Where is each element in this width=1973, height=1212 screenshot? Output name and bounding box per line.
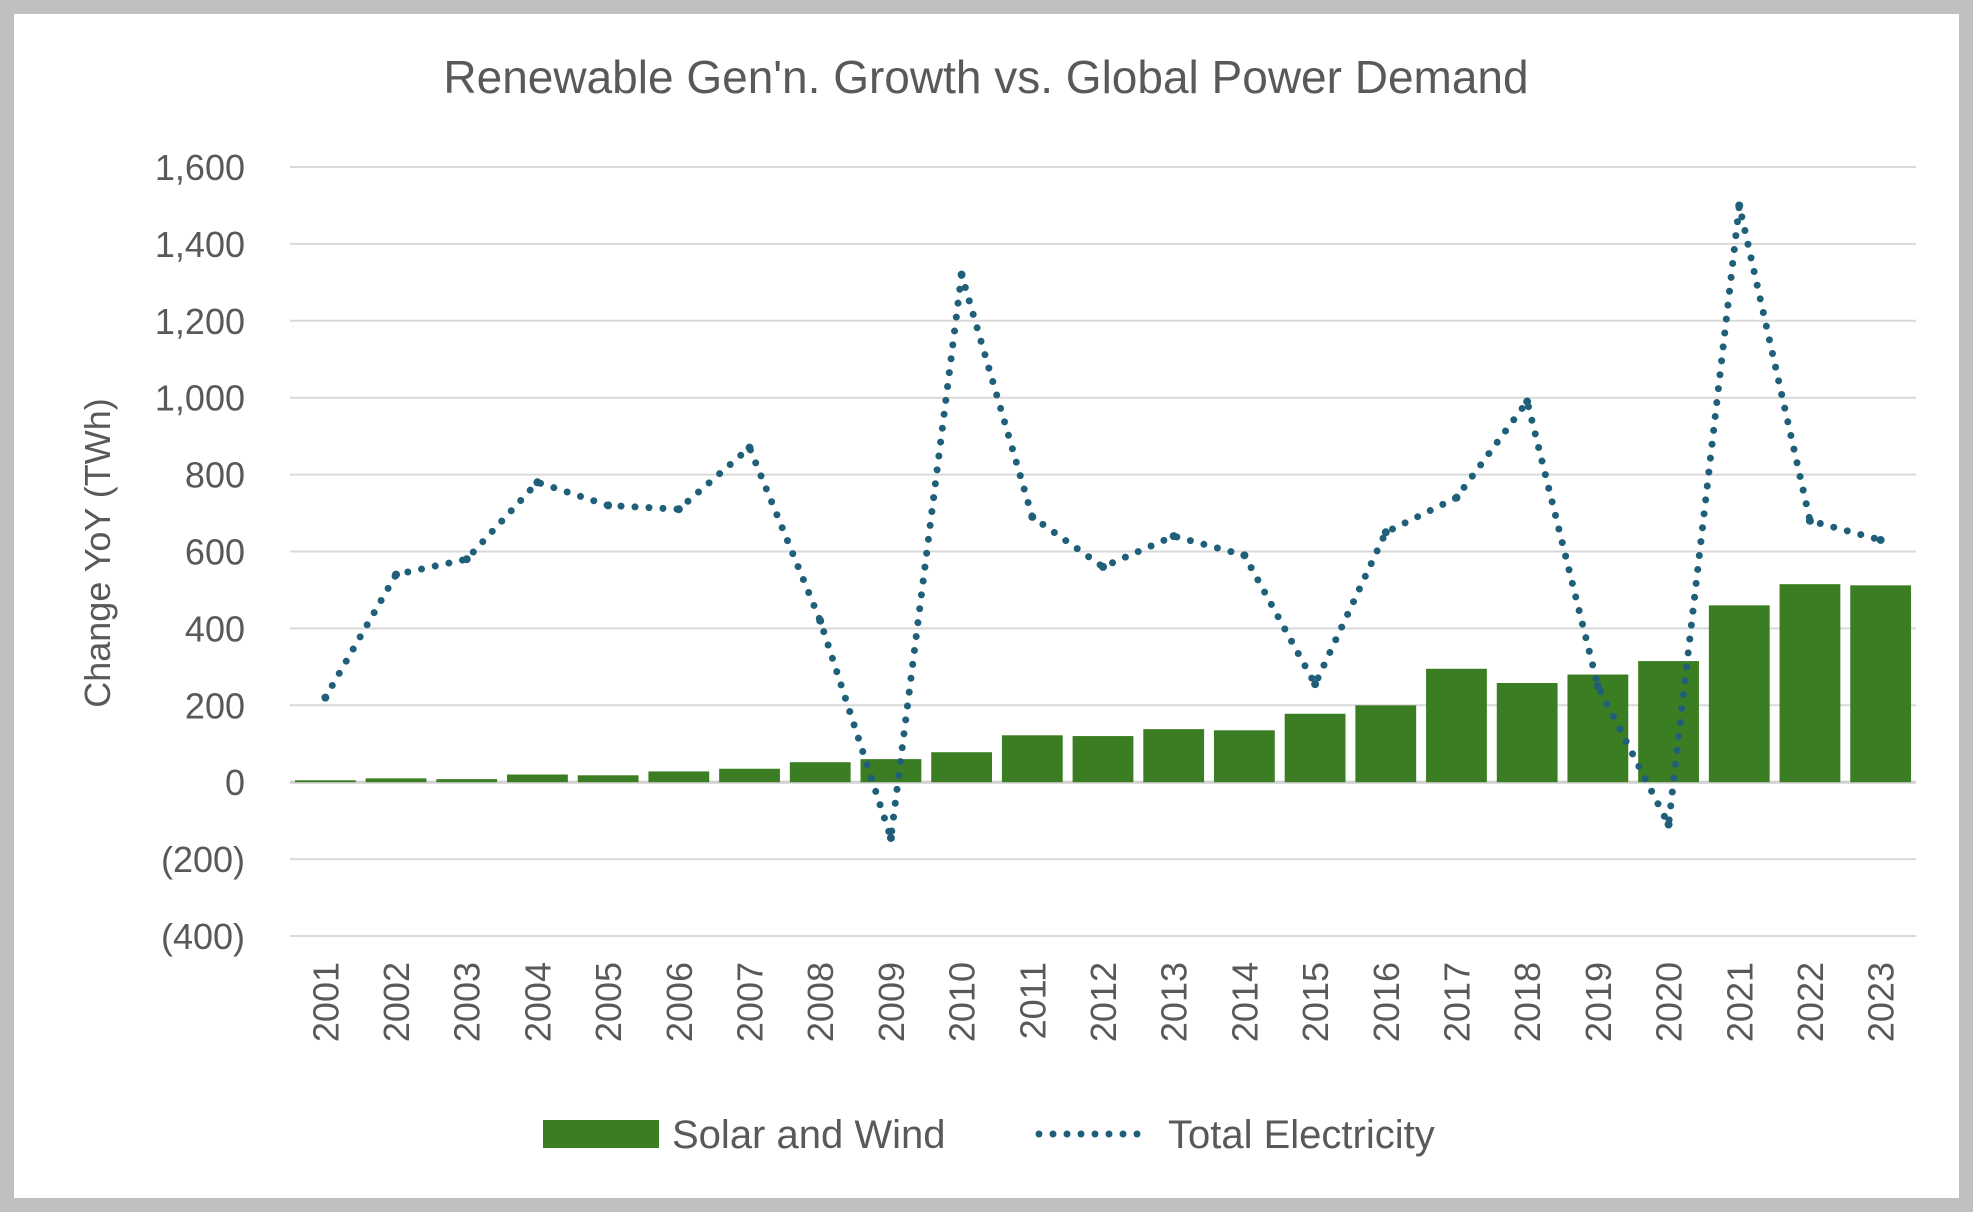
bar-2012 [1072,736,1134,783]
y-tick-label: 400 [185,608,245,649]
bar-2011 [1001,735,1063,783]
point-2006 [674,505,683,514]
x-tick-label: 2001 [305,962,346,1042]
point-2010 [957,270,966,279]
point-2001 [321,693,330,702]
point-2017 [1452,493,1461,502]
point-2019 [1593,682,1602,691]
point-2005 [604,501,613,510]
y-axis-ticks: 1,600 1,400 1,200 1,000 800 600 400 200 0 (200) (4… [155,147,245,957]
x-tick-label: 2008 [800,962,841,1042]
y-tick-label: 1,000 [155,378,245,419]
bar-2020 [1638,661,1699,783]
point-2022 [1805,516,1814,525]
point-2020 [1664,820,1673,829]
bar-2015 [1284,713,1346,783]
x-tick-label: 2005 [588,962,629,1042]
x-tick-label: 2021 [1719,962,1760,1042]
bar-2004 [507,774,568,783]
y-tick-label: 800 [185,455,245,496]
point-2021 [1735,201,1744,210]
x-tick-label: 2023 [1861,962,1902,1042]
point-2012 [1099,562,1107,571]
x-tick-label: 2019 [1578,962,1619,1042]
bar-2005 [577,775,639,783]
y-tick-label: 0 [225,762,245,803]
x-tick-label: 2009 [871,962,912,1042]
bar-2003 [436,779,498,783]
point-2018 [1523,397,1532,406]
y-axis-title: Change YoY (TWh) [77,398,118,708]
x-tick-label: 2020 [1649,962,1690,1042]
x-tick-label: 2003 [447,962,488,1042]
chart-title: Renewable Gen'n. Growth vs. Global Power… [443,51,1528,103]
legend-label-total-electricity: Total Electricity [1168,1113,1435,1157]
bar-2022 [1779,584,1841,783]
point-2014 [1240,551,1249,560]
bar-2023 [1850,585,1912,783]
y-tick-label: 1,400 [155,224,245,265]
bar-2017 [1426,668,1487,783]
point-2008 [816,616,825,625]
bar-2009 [860,759,922,783]
legend-label-solar-and-wind: Solar and Wind [672,1113,945,1157]
point-2003 [462,555,471,564]
bar-2014 [1213,730,1275,783]
bar-2007 [719,768,780,783]
bar-2018 [1496,682,1558,783]
x-tick-label: 2011 [1012,962,1053,1039]
legend: Solar and Wind Total Electricity [543,1113,1435,1157]
y-tick-label: (200) [161,839,245,880]
point-2009 [886,833,895,842]
point-2013 [1169,532,1178,541]
point-2023 [1876,535,1885,544]
y-tick-label: 1,200 [155,301,245,342]
bar-2008 [789,762,851,783]
x-tick-label: 2006 [659,962,700,1042]
bar-2016 [1355,705,1417,783]
x-tick-label: 2004 [517,962,558,1042]
legend-swatch-solar-and-wind [543,1120,659,1148]
point-2002 [392,570,401,579]
bar-2013 [1143,729,1205,783]
point-2011 [1028,512,1037,521]
x-tick-label: 2018 [1507,962,1548,1042]
y-tick-label: 600 [185,532,245,573]
bar-2001 [294,780,356,783]
x-tick-label: 2017 [1436,962,1477,1042]
bar-series-solar-and-wind [294,584,1912,783]
bar-2006 [648,771,710,783]
x-axis-ticks: 2001 2002 2003 2004 2005 2006 2007 2008 2009 2010… [305,962,1901,1042]
x-tick-label: 2014 [1224,962,1265,1042]
x-tick-label: 2012 [1083,962,1124,1042]
x-tick-label: 2013 [1154,962,1195,1042]
y-tick-label: 200 [185,685,245,726]
x-tick-label: 2007 [730,962,771,1042]
point-2004 [533,478,542,487]
x-tick-label: 2022 [1790,962,1831,1042]
point-2007 [745,443,754,452]
line-series-total-electricity [321,201,1885,842]
x-tick-label: 2016 [1366,962,1407,1042]
x-tick-label: 2002 [376,962,417,1042]
x-tick-label: 2010 [942,962,983,1042]
point-2016 [1381,528,1390,537]
y-tick-label: 1,600 [155,147,245,188]
x-tick-label: 2015 [1295,962,1336,1042]
point-2015 [1311,680,1320,689]
bar-2021 [1708,605,1770,783]
bar-2010 [931,752,993,783]
bar-2002 [365,778,427,783]
y-tick-label: (400) [161,916,245,957]
